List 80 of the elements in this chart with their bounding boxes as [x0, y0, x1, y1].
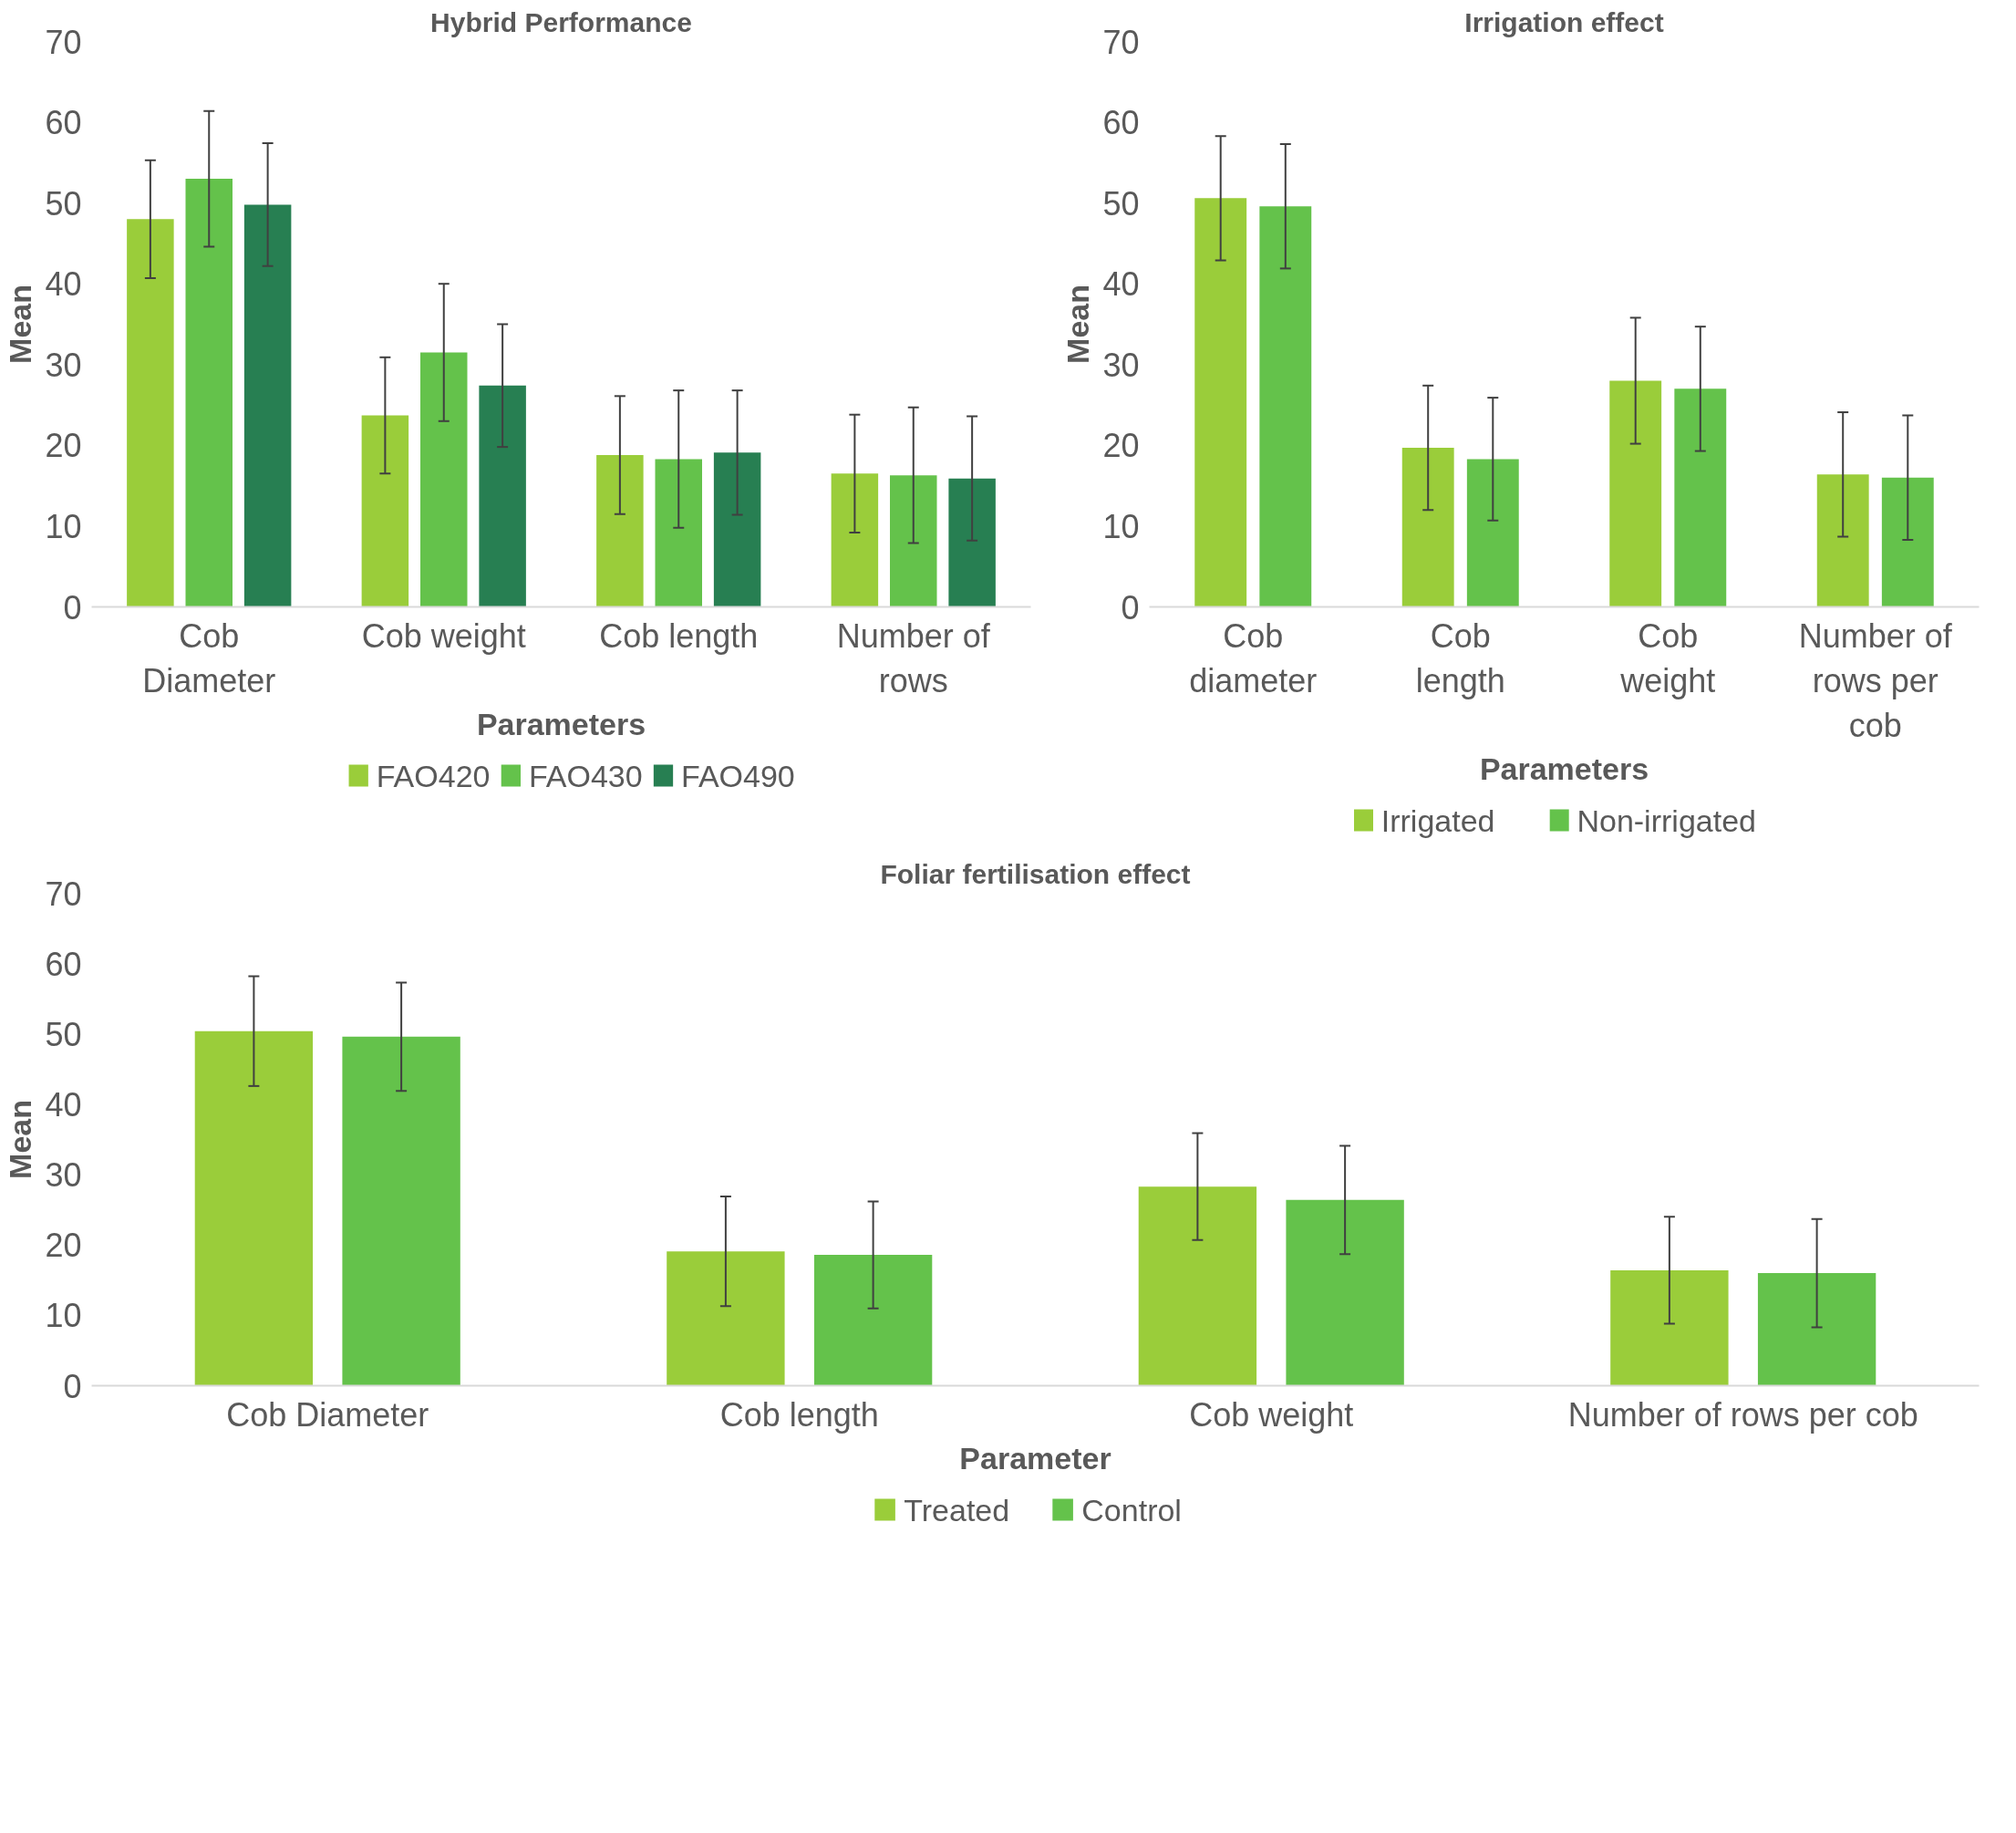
- x-tick-label: Cob length: [1415, 616, 1505, 699]
- bar: [1674, 388, 1727, 607]
- legend-label: Irrigated: [1380, 803, 1495, 838]
- chart-title: Foliar fertilisation effect: [880, 858, 1191, 889]
- y-tick-label: 30: [45, 1156, 82, 1195]
- x-tick-label: Number of rows per cob: [1798, 616, 1953, 744]
- x-tick-label: Cob Diameter: [142, 616, 276, 699]
- bar: [1610, 1269, 1729, 1386]
- y-tick-label: 30: [45, 346, 82, 384]
- y-tick-label: 70: [45, 875, 82, 913]
- bar: [420, 352, 468, 607]
- x-axis-title: Parameters: [476, 706, 646, 741]
- legend-label: Control: [1081, 1492, 1182, 1528]
- y-tick-label: 70: [45, 23, 82, 61]
- bar: [194, 1030, 314, 1386]
- bar: [1194, 198, 1247, 607]
- x-axis-title: Parameters: [1479, 751, 1649, 786]
- bar: [667, 1251, 785, 1386]
- y-tick-label: 20: [1102, 427, 1140, 465]
- x-tick-label: Cob diameter: [1189, 616, 1318, 699]
- bar: [596, 454, 644, 607]
- legend-label: Non-irrigated: [1577, 803, 1756, 838]
- y-tick-label: 20: [45, 1227, 82, 1265]
- bar: [890, 475, 937, 607]
- bar: [713, 452, 761, 607]
- chart-title: Irrigation effect: [1464, 6, 1664, 37]
- y-tick-label: 20: [45, 427, 82, 465]
- bar: [185, 179, 233, 607]
- bar: [1609, 380, 1662, 607]
- y-tick-label: 0: [1121, 588, 1140, 627]
- bar: [479, 385, 526, 607]
- y-tick-label: 40: [45, 1085, 82, 1124]
- x-tick-label: Cob weight: [1619, 616, 1716, 699]
- y-tick-label: 50: [45, 1015, 82, 1053]
- y-axis-title: Mean: [3, 1100, 38, 1179]
- y-tick-label: 70: [1102, 23, 1140, 61]
- x-tick-label: Cob length: [599, 616, 759, 655]
- y-tick-label: 40: [1102, 265, 1140, 304]
- bar: [127, 219, 174, 607]
- legend-label: FAO490: [681, 758, 795, 793]
- bar: [1259, 206, 1312, 607]
- x-tick-label: Cob length: [719, 1395, 879, 1434]
- y-tick-label: 60: [1102, 104, 1140, 142]
- x-axis-title: Parameter: [959, 1440, 1111, 1476]
- bar: [1138, 1186, 1257, 1386]
- chart-title: Hybrid Performance: [430, 6, 692, 37]
- y-axis-title: Mean: [1060, 285, 1096, 364]
- bar: [243, 204, 292, 607]
- legend-label: FAO420: [376, 758, 491, 793]
- x-tick-label: Cob weight: [361, 616, 526, 655]
- y-tick-label: 50: [45, 184, 82, 223]
- y-tick-label: 40: [45, 265, 82, 304]
- bar: [1881, 477, 1934, 607]
- bar: [342, 1036, 460, 1386]
- bar: [655, 459, 702, 607]
- bar: [1757, 1273, 1876, 1386]
- bar: [1286, 1199, 1404, 1386]
- bar: [813, 1255, 933, 1386]
- bar: [361, 415, 409, 607]
- y-tick-label: 10: [45, 1297, 82, 1335]
- y-tick-label: 60: [45, 945, 82, 983]
- bar: [1401, 448, 1454, 607]
- bar: [1466, 459, 1519, 607]
- y-tick-label: 10: [1102, 507, 1140, 545]
- y-tick-label: 60: [45, 104, 82, 142]
- legend-label: Treated: [904, 1492, 1010, 1528]
- x-tick-label: Cob Diameter: [226, 1395, 429, 1434]
- y-tick-label: 0: [63, 588, 82, 627]
- x-tick-label: Number of rows per cob: [1567, 1395, 1918, 1434]
- bar: [1816, 474, 1869, 607]
- bar: [831, 473, 879, 607]
- x-tick-label: Number of rows: [836, 616, 991, 699]
- legend-label: FAO430: [528, 758, 643, 793]
- y-tick-label: 10: [45, 507, 82, 545]
- y-axis-title: Mean: [3, 285, 38, 364]
- y-tick-label: 0: [63, 1367, 82, 1405]
- x-tick-label: Cob weight: [1189, 1395, 1354, 1434]
- y-tick-label: 50: [1102, 184, 1140, 223]
- y-tick-label: 30: [1102, 346, 1140, 384]
- bar: [948, 478, 996, 607]
